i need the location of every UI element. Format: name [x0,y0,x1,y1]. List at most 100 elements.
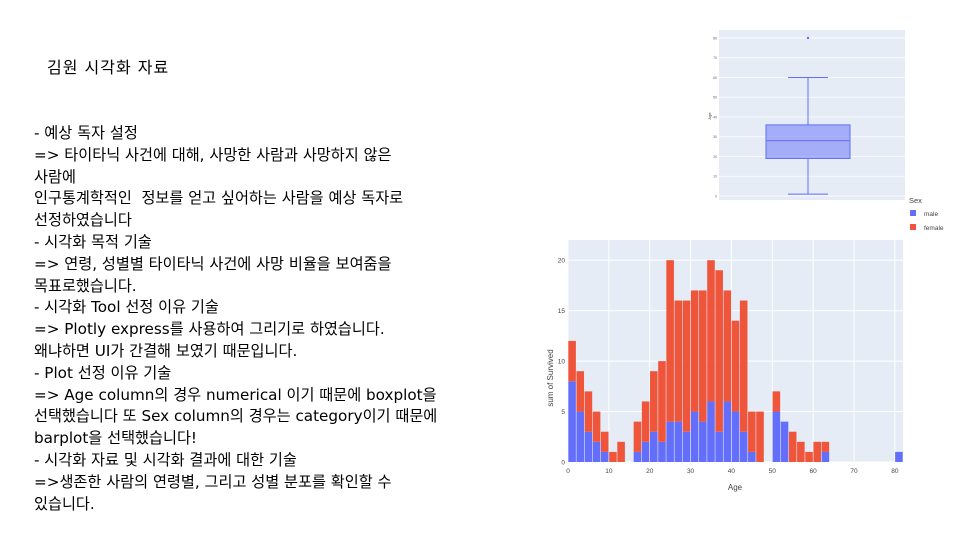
histogram-bar-female [576,371,585,412]
histogram-bar-male [641,441,650,462]
histogram-y-tick-label: 15 [558,308,566,315]
histogram-bar-male [576,411,585,462]
histogram-bar-female [568,340,576,382]
boxplot-y-tick-label: 70 [713,56,717,60]
boxplot-y-tick-label: 80 [713,36,717,40]
boxplot-y-tick-label: 30 [713,135,717,139]
histogram-bar-male [666,421,674,462]
body-line: 인구통계학적인 정보를 얻고 싶어하는 사람을 예상 독자로 [34,189,404,208]
histogram-x-tick-label: 80 [891,468,899,475]
body-line: 있습니다. [34,494,95,513]
histogram-bar-female [682,300,691,432]
histogram-x-tick-label: 40 [728,468,736,475]
histogram-bar-male [895,451,903,462]
legend-label-male: male [924,211,938,218]
histogram-x-tick-label: 70 [850,468,858,475]
boxplot-y-tick-label: 0 [715,195,717,199]
histogram-bar-male [772,411,781,462]
boxplot-outlier [806,36,810,40]
boxplot-y-tick-label: 50 [713,96,717,100]
histogram-y-axis-label: sum of Survived [547,349,555,406]
histogram-bar-male [699,421,707,462]
histogram-bar-female [723,290,732,402]
histogram-bar-female [674,300,683,422]
body-line: 선택했습니다 또 Sex column의 경우는 category이기 때문에 [34,407,438,426]
histogram-bar-female [658,361,666,442]
histogram-x-axis-label: Age [728,483,743,492]
histogram-bar-female [739,300,748,432]
body-line: => 타이타닉 사건에 대해, 사망한 사람과 사망하지 않은 [34,145,392,164]
histogram-bar-male [592,441,601,462]
histogram-bar-male [650,431,658,462]
histogram-bar-female [715,270,723,432]
histogram-bar-female [584,391,593,432]
legend-label-female: female [924,225,944,232]
histogram-bar-female [666,260,674,422]
body-line: 사람에 [34,167,76,186]
histogram-bar-male [780,421,789,462]
histogram-bar-male [731,411,740,462]
histogram-bar-female [813,441,821,462]
body-line: - 시각화 Tool 선정 이유 기술 [34,298,219,317]
histogram-x-tick-label: 60 [810,468,818,475]
histogram-bar-female [600,431,609,452]
histogram-bar-male [739,431,748,462]
boxplot-y-tick-label: 10 [713,175,717,179]
histogram-bar-female [641,401,650,442]
body-line: => 연령, 성별별 타이타닉 사건에 사망 비율을 보여줌을 [34,254,392,273]
body-line: 목표로했습니다. [34,276,137,295]
legend-swatch-male [910,210,916,216]
histogram-bar-male [707,401,715,462]
body-line: - 예상 독자 설정 [34,124,138,142]
histogram-bar-female [748,411,756,452]
histogram-bar-male [748,451,756,462]
histogram-bar-female [617,441,625,462]
histogram-bar-female [690,290,699,412]
histogram-bar-male [674,421,683,462]
boxplot-plot-area [719,30,905,200]
slide-body: - 예상 독자 설정 => 타이타닉 사건에 대해, 사망한 사람과 사망하지 … [34,123,534,515]
histogram-bar-female [731,320,740,412]
histogram-bar-female [805,451,813,462]
histogram-x-tick-label: 30 [687,468,695,475]
body-line: barplot을 선택했습니다! [34,429,198,448]
histogram-x-tick-label: 10 [605,468,613,475]
histogram-bar-male [568,381,576,462]
histogram-bar-female [797,441,805,462]
histogram-bar-male [715,431,723,462]
slide-title: 김원 시각화 자료 [47,58,170,77]
histogram-bar-female [788,431,797,462]
histogram-bar-female [699,290,707,422]
boxplot-y-tick-label: 20 [713,155,717,159]
histogram-bar-male [600,451,609,462]
histogram-y-tick-label: 10 [558,359,566,366]
histogram-bar-female [609,451,617,462]
histogram-bar-female [633,421,642,452]
histogram-bar-female [592,411,601,442]
histogram-y-tick-label: 5 [561,409,565,416]
boxplot-y-tick-label: 40 [713,115,717,119]
survival-histogram-chart: 0 10 20 30 40 50 60 70 80 0 5 10 15 20 sum of Surviv… [547,196,944,492]
body-line: 왜냐하면 UI가 간결해 보였기 때문입니다. [34,341,298,360]
histogram-bar-male [690,411,699,462]
histogram-bar-male [821,451,830,462]
histogram-bar-female [650,371,658,432]
body-line: 선정하였습니다 [34,211,132,230]
histogram-x-tick-label: 50 [769,468,777,475]
histogram-bar-male [723,401,732,462]
boxplot-y-axis-label: Age [707,112,712,120]
legend-swatch-female [910,224,916,230]
legend-title: Sex [909,196,922,205]
body-line: - 시각화 목적 기술 [34,232,152,251]
body-line: =>생존한 사람의 연령별, 그리고 성별 분포를 확인할 수 [34,472,392,491]
histogram-bar-female [707,260,715,402]
histogram-bar-female [756,411,764,462]
boxplot-box [765,124,851,159]
body-line: - 시각화 자료 및 시각화 결과에 대한 기술 [34,450,297,469]
histogram-bar-female [821,441,830,452]
histogram-x-tick-label: 20 [646,468,654,475]
histogram-bar-male [584,431,593,462]
histogram-x-tick-label: 0 [566,468,570,475]
histogram-bar-female [772,391,781,412]
body-line: - Plot 선정 이유 기술 [34,363,172,382]
